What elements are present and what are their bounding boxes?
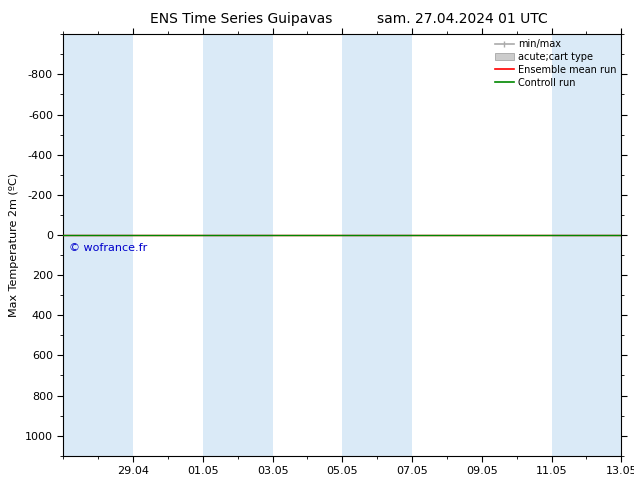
- Bar: [203, 34, 273, 456]
- Bar: [552, 34, 621, 456]
- Legend: min/max, acute;cart type, Ensemble mean run, Controll run: min/max, acute;cart type, Ensemble mean …: [495, 39, 616, 88]
- Text: ENS Time Series Guipavas: ENS Time Series Guipavas: [150, 12, 332, 26]
- Bar: [342, 34, 412, 456]
- Y-axis label: Max Temperature 2m (ºC): Max Temperature 2m (ºC): [10, 173, 20, 317]
- Text: © wofrance.fr: © wofrance.fr: [69, 243, 147, 253]
- Text: sam. 27.04.2024 01 UTC: sam. 27.04.2024 01 UTC: [377, 12, 548, 26]
- Bar: [63, 34, 133, 456]
